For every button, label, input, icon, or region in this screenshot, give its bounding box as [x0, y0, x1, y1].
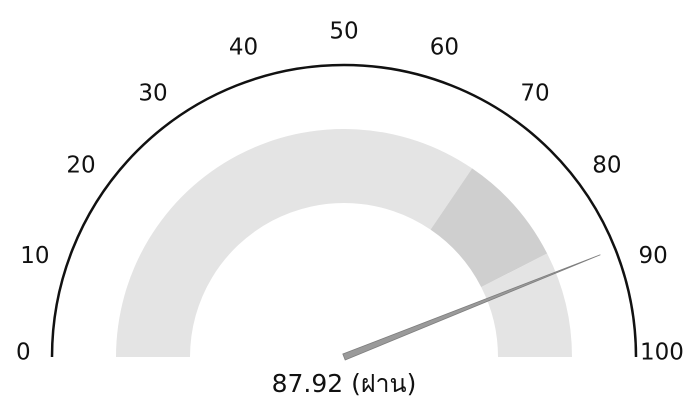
- gauge-needle: [342, 254, 601, 361]
- tick-label-80: 80: [592, 152, 621, 178]
- tick-label-30: 30: [138, 81, 167, 107]
- gauge-band-2: [481, 253, 572, 357]
- gauge-band-1: [430, 168, 548, 288]
- tick-label-40: 40: [229, 34, 258, 60]
- gauge-outer-arc: [50, 63, 638, 358]
- gauge-value-label: 87.92 (ฝาน): [272, 369, 417, 398]
- tick-label-70: 70: [520, 81, 549, 107]
- tick-label-60: 60: [430, 34, 459, 60]
- tick-label-50: 50: [329, 19, 358, 45]
- tick-label-100: 100: [640, 340, 684, 366]
- tick-label-0: 0: [16, 340, 31, 366]
- tick-label-20: 20: [66, 152, 95, 178]
- tick-label-10: 10: [20, 243, 49, 269]
- gauge-bands: [116, 128, 572, 357]
- gauge-band-0: [116, 128, 473, 357]
- gauge-tick-labels: 0 10 20 30 40 50 60 70 80 90 100: [16, 19, 684, 366]
- tick-label-90: 90: [638, 243, 667, 269]
